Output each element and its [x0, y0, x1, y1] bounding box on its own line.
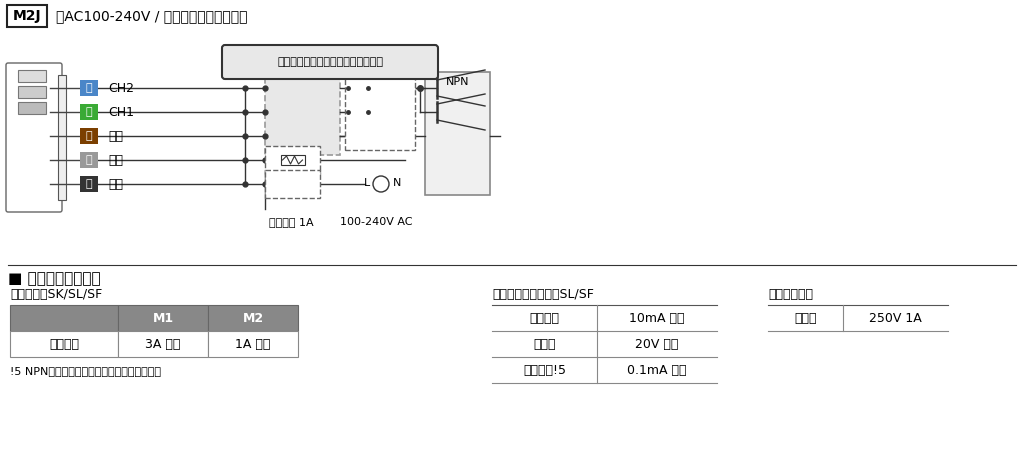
Text: N: N	[393, 178, 401, 188]
Bar	[265, 146, 319, 174]
Text: CH1: CH1	[108, 105, 134, 118]
Text: ヒューズ 1A: ヒューズ 1A	[269, 217, 313, 227]
Text: 電流容量: 電流容量	[49, 338, 79, 351]
FancyBboxPatch shape	[7, 5, 47, 27]
Bar	[80, 128, 98, 144]
Circle shape	[373, 176, 389, 192]
Text: 250V 1A: 250V 1A	[869, 311, 922, 324]
Bar	[18, 86, 46, 98]
Text: CH2: CH2	[108, 81, 134, 94]
Bar	[265, 170, 319, 198]
Bar	[208, 331, 298, 357]
Text: 1A 以上: 1A 以上	[236, 338, 270, 351]
Text: NPN: NPN	[445, 77, 469, 87]
Text: 3A 以上: 3A 以上	[145, 338, 180, 351]
Bar	[80, 104, 98, 120]
Text: L: L	[364, 178, 370, 188]
Text: !5 NPNオープンコレクタトランジスタ使用時: !5 NPNオープンコレクタトランジスタ使用時	[10, 366, 161, 376]
Text: 灰: 灰	[86, 155, 92, 165]
Bar	[80, 80, 98, 96]
Bar	[58, 75, 66, 200]
Text: 緑: 緑	[86, 107, 92, 117]
Text: 10mA 以上: 10mA 以上	[630, 311, 685, 324]
Text: M2J: M2J	[12, 9, 41, 23]
Bar	[208, 305, 298, 331]
FancyBboxPatch shape	[222, 45, 438, 79]
Bar	[425, 72, 490, 195]
Text: 共通: 共通	[108, 130, 123, 143]
Bar	[18, 102, 46, 114]
Text: （AC100-240V / キャブタイヤコード）: （AC100-240V / キャブタイヤコード）	[56, 9, 248, 23]
Text: 黒: 黒	[86, 179, 92, 189]
FancyBboxPatch shape	[6, 63, 62, 212]
Text: 20V 以上: 20V 以上	[635, 338, 679, 351]
Bar	[10, 331, 118, 357]
Bar	[118, 305, 208, 331]
Text: M2: M2	[243, 311, 263, 324]
Bar	[281, 155, 304, 165]
Bar	[80, 152, 98, 168]
Text: 電源: 電源	[108, 153, 123, 166]
Text: 青: 青	[86, 83, 92, 93]
Text: 定　格: 定 格	[795, 311, 817, 324]
Bar	[118, 331, 208, 357]
Text: 漏れ電流!5: 漏れ電流!5	[523, 364, 566, 377]
Text: 【電源線】SK/SL/SF: 【電源線】SK/SL/SF	[10, 288, 102, 302]
Text: 0.1mA 以下: 0.1mA 以下	[628, 364, 687, 377]
Text: 電流容量: 電流容量	[529, 311, 559, 324]
Text: 【ブザー・信号線】SL/SF: 【ブザー・信号線】SL/SF	[492, 288, 594, 302]
Text: 茶: 茶	[86, 131, 92, 141]
Text: 100-240V AC: 100-240V AC	[340, 217, 413, 227]
Text: ■ 推奨外部接点容量: ■ 推奨外部接点容量	[8, 271, 100, 287]
Text: 電源と直接接続しないでください！: 電源と直接接続しないでください！	[278, 57, 383, 67]
Text: M1: M1	[153, 311, 173, 324]
Bar	[345, 78, 415, 150]
Text: 電源: 電源	[108, 177, 123, 190]
Text: 【ヒューズ】: 【ヒューズ】	[768, 288, 813, 302]
Bar	[265, 72, 340, 155]
Bar	[10, 305, 118, 331]
Bar	[18, 70, 46, 82]
Bar	[80, 176, 98, 192]
Text: 電　圧: 電 圧	[534, 338, 556, 351]
